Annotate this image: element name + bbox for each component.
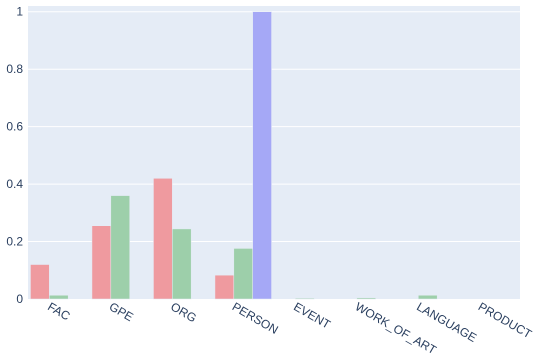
bars [30,11,438,300]
bar-fac-series-2[interactable] [49,295,69,300]
y-tick-label: 0.2 [6,235,23,249]
x-tick-label: PERSON [230,299,281,336]
bar-language-series-2[interactable] [418,295,438,300]
bar-fac-series-1[interactable] [30,264,50,300]
bar-event-series-2[interactable] [295,297,315,300]
y-axis-ticks: 0 0.2 0.4 0.6 0.8 1 [6,5,23,306]
x-axis-ticks: FAC GPE ORG PERSON EVENT WORK_OF_ARTLANGUAGEP… [45,299,534,354]
bar-person-series-2[interactable] [233,248,253,300]
y-tick-label: 0.8 [6,62,23,76]
bar-work-of-art-series-2[interactable] [356,297,376,300]
x-tick-label: ORG [168,299,199,325]
x-tick-label: PRODUCT [476,299,535,341]
bar-org-series-2[interactable] [172,228,192,300]
x-tick-label: EVENT [291,299,333,331]
bar-person-series-1[interactable] [214,274,235,300]
y-tick-label: 1 [16,5,23,19]
y-tick-label: 0 [16,292,23,306]
bar-gpe-series-2[interactable] [110,195,130,300]
x-tick-label: FAC [45,299,73,323]
bar-org-series-1[interactable] [153,178,173,300]
x-tick-label: GPE [107,299,136,324]
y-tick-label: 0.4 [6,177,23,191]
y-tick-label: 0.6 [6,120,23,134]
bar-gpe-series-1[interactable] [91,225,112,300]
bar-person-series-3[interactable] [252,11,272,300]
